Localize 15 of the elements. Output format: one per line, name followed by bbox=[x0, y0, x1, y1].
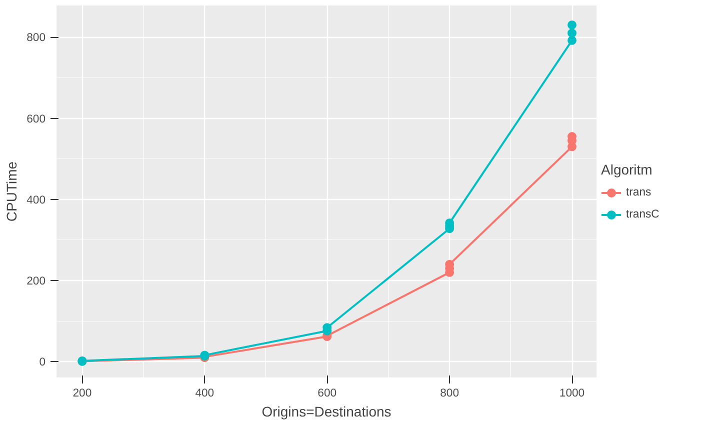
y-axis-title: CPUTime bbox=[4, 161, 20, 222]
x-tick-label: 600 bbox=[318, 388, 337, 400]
x-tick-label: 1000 bbox=[559, 388, 585, 400]
x-tick-label: 400 bbox=[195, 388, 214, 400]
legend-title: Algoritm bbox=[601, 161, 654, 177]
x-tick-label: 800 bbox=[440, 388, 460, 400]
y-tick-label: 200 bbox=[26, 276, 46, 288]
y-tick-label: 600 bbox=[26, 113, 46, 126]
y-tick-label: 400 bbox=[26, 194, 46, 206]
x-axis-title: Origins=Destinations bbox=[262, 404, 392, 420]
legend-label: transC bbox=[626, 208, 660, 220]
x-tick-label: 200 bbox=[72, 388, 92, 400]
y-tick-label: 800 bbox=[26, 32, 46, 44]
y-tick-label: 0 bbox=[39, 356, 46, 369]
legend-label: trans bbox=[626, 186, 652, 198]
